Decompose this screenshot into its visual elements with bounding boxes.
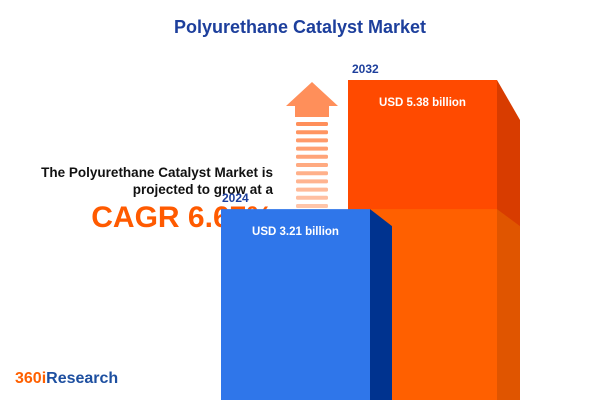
logo-part-1: 360i bbox=[15, 370, 47, 387]
bar-2024-side bbox=[370, 209, 392, 400]
arrow-stripe bbox=[296, 195, 328, 200]
bar-2032-side-lower bbox=[497, 209, 520, 400]
arrow-stripe bbox=[296, 146, 328, 151]
arrow-stripe bbox=[296, 204, 328, 208]
intro-line-2: projected to grow at a bbox=[132, 182, 273, 197]
arrow-stripe bbox=[296, 179, 328, 184]
logo-part-2: Research bbox=[46, 370, 119, 387]
arrow-stripe bbox=[296, 163, 328, 167]
arrow-stripe bbox=[296, 187, 328, 192]
arrow-stripe bbox=[296, 130, 328, 135]
chart-title: Polyurethane Catalyst Market bbox=[173, 17, 427, 37]
arrow-head bbox=[286, 82, 338, 117]
year-label-2024: 2024 bbox=[222, 191, 249, 206]
arrow-stripe bbox=[296, 171, 328, 176]
intro-line-1: The Polyurethane Catalyst Market is bbox=[41, 165, 273, 180]
arrow-stripe bbox=[296, 138, 328, 143]
bar-2024 bbox=[221, 209, 370, 400]
arrow-stripe bbox=[296, 122, 328, 126]
year-label-2032: 2032 bbox=[352, 62, 379, 76]
logo: 360iResearch bbox=[15, 369, 118, 389]
value-label-2024: USD 3.21 billion bbox=[252, 226, 339, 239]
value-label-2032: USD 5.38 billion bbox=[379, 97, 466, 109]
arrow-stripe bbox=[296, 154, 328, 159]
